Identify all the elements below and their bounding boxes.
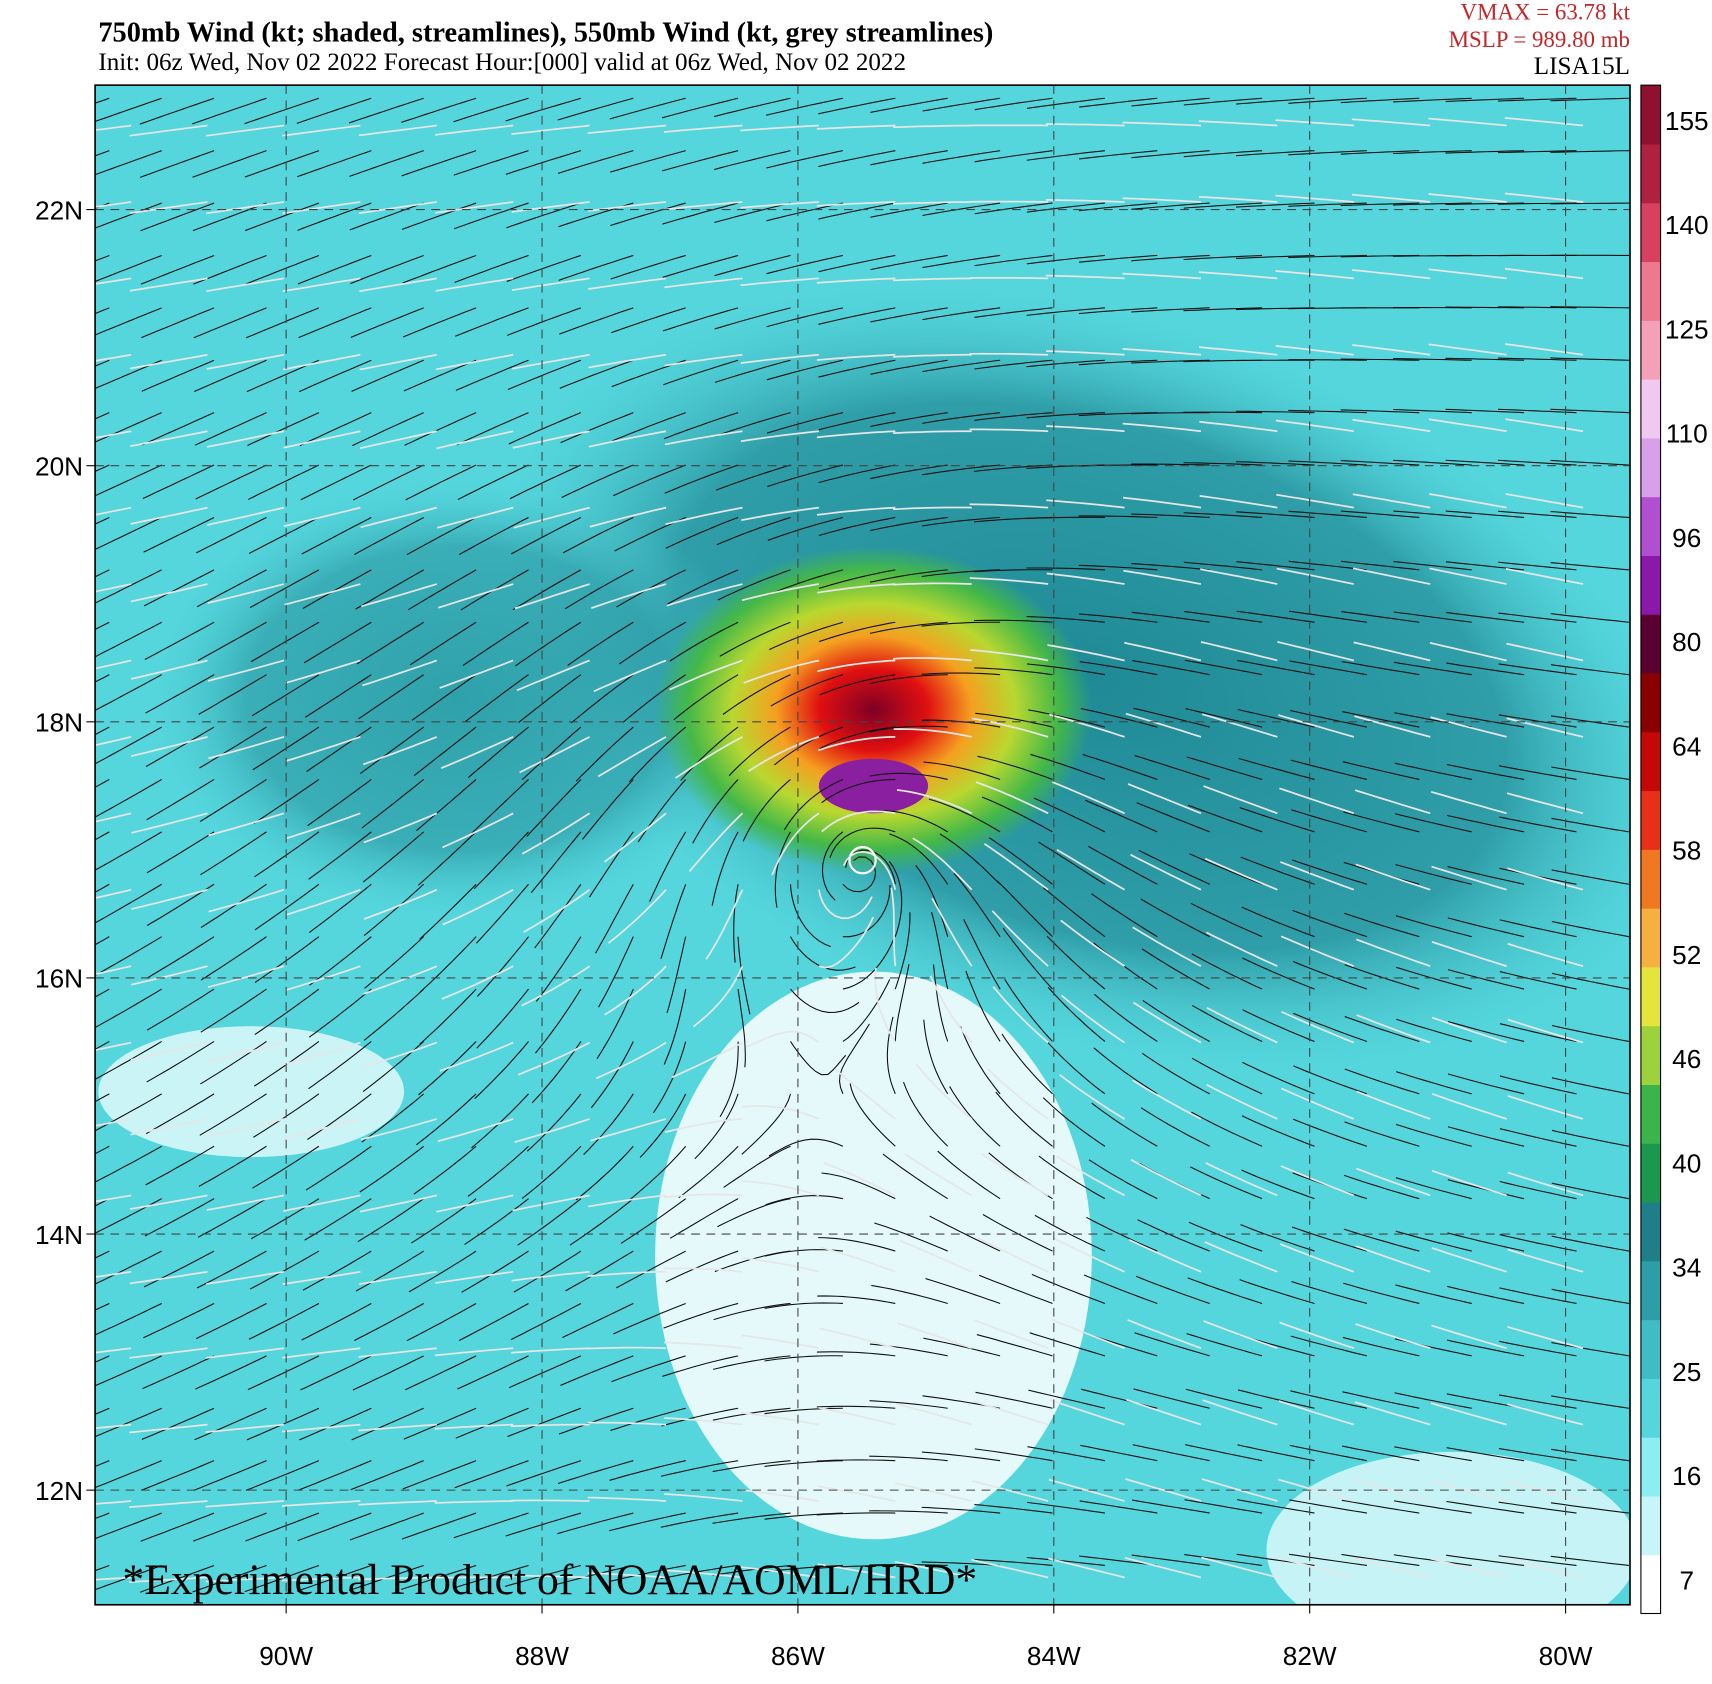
calm-area <box>655 972 1092 1540</box>
colorbar-segment <box>1641 967 1661 1026</box>
colorbar-label: 46 <box>1672 1044 1701 1074</box>
colorbar-label: 64 <box>1672 731 1701 761</box>
lon-label: 88W <box>515 1641 569 1671</box>
calm-area <box>1266 1452 1637 1649</box>
lon-label: 80W <box>1539 1641 1593 1671</box>
subtitle: Init: 06z Wed, Nov 02 2022 Forecast Hour… <box>98 49 906 76</box>
lat-label: 22N <box>35 195 83 225</box>
colorbar-segment <box>1641 1143 1661 1202</box>
grey-streamline <box>587 1348 666 1349</box>
colorbar-segment <box>1641 144 1661 203</box>
colorbar-segment <box>1641 1320 1661 1379</box>
streamline <box>1288 360 1367 361</box>
colorbar-segment <box>1641 1026 1661 1085</box>
colorbar-label: 155 <box>1665 106 1709 136</box>
colorbar-segment <box>1641 791 1661 850</box>
colorbar-segment <box>1641 908 1661 967</box>
colorbar-segment <box>1641 1202 1661 1261</box>
lat-label: 20N <box>35 452 83 482</box>
colorbar-label: 16 <box>1672 1461 1701 1491</box>
storm-core <box>655 546 1092 874</box>
calm-area <box>98 1026 404 1157</box>
colorbar-segment <box>1641 1261 1661 1320</box>
colorbar-segment <box>1641 1496 1661 1555</box>
colorbar-segment <box>1641 849 1661 908</box>
colorbar-label: 7 <box>1679 1565 1694 1595</box>
colorbar-segment <box>1641 1555 1661 1614</box>
storm-id: LISA15L <box>1534 53 1630 80</box>
colorbar-label: 52 <box>1672 940 1701 970</box>
colorbar-segment <box>1641 438 1661 497</box>
colorbar-segment <box>1641 1378 1661 1437</box>
lat-label: 12N <box>35 1476 83 1506</box>
colorbar-label: 80 <box>1672 627 1701 657</box>
colorbar-segment <box>1641 203 1661 262</box>
colorbar-label: 58 <box>1672 836 1701 866</box>
lat-label: 16N <box>35 964 83 994</box>
storm-max <box>819 759 928 814</box>
colorbar-segment <box>1641 379 1661 438</box>
colorbar-segment <box>1641 555 1661 614</box>
colorbar-label: 34 <box>1672 1253 1701 1283</box>
colorbar-label: 25 <box>1672 1357 1701 1387</box>
colorbar-segment <box>1641 497 1661 556</box>
colorbar-segment <box>1641 261 1661 320</box>
colorbar-label: 96 <box>1672 523 1701 553</box>
colorbar-label: 140 <box>1665 210 1709 240</box>
lon-label: 86W <box>771 1641 825 1671</box>
watermark: *Experimental Product of NOAA/AOML/HRD* <box>122 1556 977 1604</box>
lat-label: 18N <box>35 708 83 738</box>
lon-label: 82W <box>1283 1641 1337 1671</box>
map <box>35 85 1712 1648</box>
colorbar-segment <box>1641 85 1661 144</box>
vmax: VMAX = 63.78 kt <box>1461 0 1631 25</box>
colorbar-segment <box>1641 673 1661 732</box>
title: 750mb Wind (kt; shaded, streamlines), 55… <box>98 17 993 48</box>
mslp: MSLP = 989.80 mb <box>1449 27 1630 52</box>
colorbar-label: 110 <box>1666 419 1708 449</box>
colorbar-segment <box>1641 614 1661 673</box>
lon-label: 84W <box>1027 1641 1081 1671</box>
lat-label: 14N <box>35 1220 83 1250</box>
colorbar-segment <box>1641 1437 1661 1496</box>
colorbar-segment <box>1641 1084 1661 1143</box>
colorbar-label: 125 <box>1665 314 1709 344</box>
grey-streamline <box>970 278 1049 279</box>
colorbar-label: 40 <box>1672 1148 1701 1178</box>
grey-streamline <box>511 1500 590 1501</box>
colorbar-segment <box>1641 320 1661 379</box>
colorbar-segment <box>1641 732 1661 791</box>
lon-label: 90W <box>259 1641 313 1671</box>
